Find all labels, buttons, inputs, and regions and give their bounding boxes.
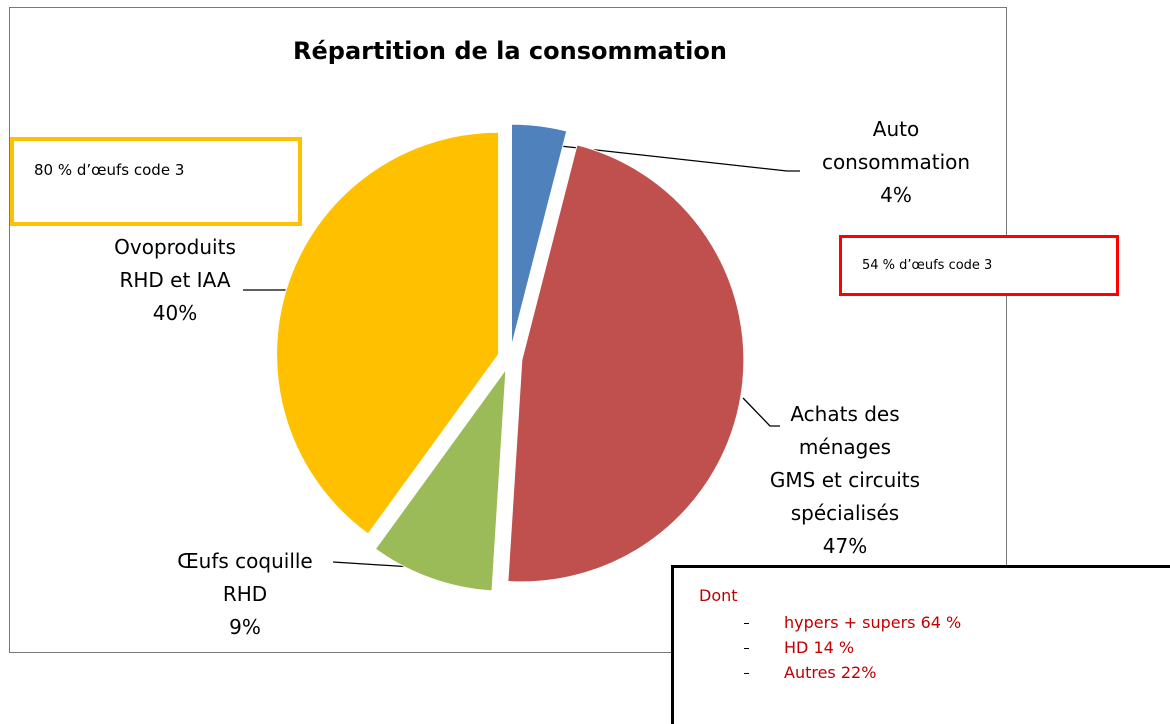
breakdown-item: HD 14 % <box>744 638 854 657</box>
chart-title: Répartition de la consommation <box>293 37 727 65</box>
slice-label: Achats des ménages GMS et circuits spéci… <box>770 398 920 563</box>
pie-slice <box>374 367 507 592</box>
value-label: 40% <box>152 301 198 325</box>
category-label: Achats des ménages GMS et circuits spéci… <box>769 402 921 525</box>
slice-label: Auto consommation 4% <box>822 113 970 212</box>
bullet-dash <box>744 623 749 624</box>
annotation-box: 80 % d’œufs code 3 <box>10 137 302 226</box>
breakdown-title: Dont <box>699 586 738 605</box>
value-label: 47% <box>822 534 868 558</box>
annotation-box: 54 % d’œufs code 3 <box>839 235 1119 296</box>
slice-label: Œufs coquille RHD 9% <box>177 545 312 644</box>
value-label: 4% <box>880 183 912 207</box>
bullet-dash <box>744 673 749 674</box>
annotation: 54 % d’œufs code 3 <box>862 258 993 273</box>
pie-slice <box>511 123 568 347</box>
category-label: Ovoproduits RHD et IAA <box>114 235 236 292</box>
slice-label: Ovoproduits RHD et IAA 40% <box>114 231 236 330</box>
bullet-dash <box>744 648 749 649</box>
category-label: Œufs coquille RHD <box>177 549 313 606</box>
annotation: 80 % d’œufs code 3 <box>34 161 185 179</box>
leader-line <box>742 397 780 427</box>
pie-slice <box>507 144 745 583</box>
breakdown-box: Dont hypers + supers 64 % HD 14 % Autres 22… <box>671 565 1170 724</box>
chart-frame <box>9 7 1007 653</box>
value-label: 9% <box>229 615 261 639</box>
leader-line <box>523 141 800 172</box>
category-label: Auto consommation <box>821 117 971 174</box>
pie-slice <box>276 131 500 535</box>
breakdown-item: hypers + supers 64 % <box>744 613 961 632</box>
breakdown-item: Autres 22% <box>744 663 876 682</box>
